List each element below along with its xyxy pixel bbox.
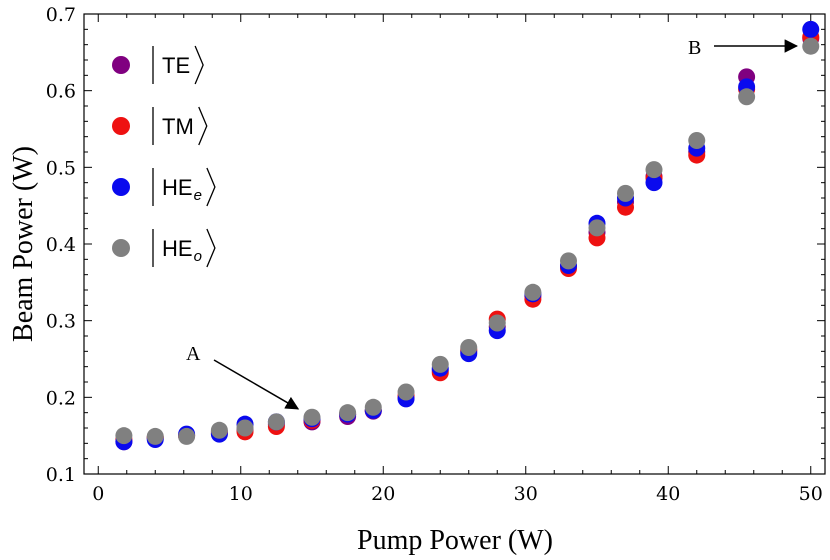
legend-subscript: o <box>194 248 202 265</box>
data-point-he-o <box>738 88 756 106</box>
legend-marker <box>112 56 130 74</box>
x-tick-label: 50 <box>799 483 823 505</box>
data-point-he-o <box>645 161 663 179</box>
annotation-arrow-a <box>213 359 300 410</box>
y-axis-title: Beam Power (W) <box>8 146 39 342</box>
y-tick-label: 0.7 <box>46 4 76 26</box>
data-point-he-o <box>488 314 506 332</box>
legend-label: HE <box>162 236 193 261</box>
x-tick-label: 20 <box>371 483 395 505</box>
data-point-he-o <box>588 219 606 237</box>
ket-angle <box>206 228 216 268</box>
data-point-he-o <box>688 132 706 149</box>
data-point-he-o <box>267 413 285 431</box>
data-point-he-o <box>236 419 254 437</box>
ket-angle <box>198 106 208 146</box>
y-tick-label: 0.3 <box>46 311 76 333</box>
y-tick-label: 0.6 <box>46 81 76 103</box>
data-point-he-o <box>431 355 449 373</box>
legend-marker <box>112 178 130 196</box>
data-point-he-e <box>802 20 820 38</box>
data-point-he-o <box>339 404 357 422</box>
ket-angle <box>206 167 216 207</box>
data-point-he-o <box>524 283 542 301</box>
data-point-he-o <box>460 339 478 356</box>
data-point-he-o <box>617 184 634 202</box>
y-tick-label: 0.5 <box>46 157 76 179</box>
x-tick-label: 0 <box>92 483 104 505</box>
axis-ticks: 0 10 20 30 40 50 0.1 0.2 0.3 0.4 0.5 0.6 0.7 <box>46 4 825 505</box>
legend-label: TE <box>162 53 190 78</box>
legend-label: TM <box>162 114 194 139</box>
legend-marker <box>112 239 130 257</box>
annotation-label-b: B <box>688 37 701 59</box>
ket-angle <box>194 45 204 85</box>
x-tick-label: 30 <box>514 483 538 505</box>
data-point-he-o <box>397 383 415 401</box>
data-point-he-o <box>115 427 133 445</box>
legend-subscript: e <box>194 187 202 204</box>
data-point-he-o <box>146 427 164 445</box>
x-tick-label: 10 <box>229 483 253 505</box>
y-tick-label: 0.4 <box>46 234 76 256</box>
legend-label: HE <box>162 175 193 200</box>
y-tick-label: 0.2 <box>46 387 76 409</box>
data-point-he-e <box>645 174 663 192</box>
x-tick-label: 40 <box>656 483 680 505</box>
legend-marker <box>112 117 130 135</box>
data-point-he-o <box>210 421 228 439</box>
y-tick-label: 0.1 <box>46 464 76 486</box>
x-axis-title: Pump Power (W) <box>357 525 553 556</box>
data-point-he-o <box>364 398 382 416</box>
data-points <box>115 20 820 451</box>
data-point-he-o <box>560 252 577 270</box>
data-point-he-o <box>303 408 321 426</box>
annotations: AB <box>186 37 799 410</box>
data-point-he-o <box>802 37 820 55</box>
data-point-he-o <box>178 427 196 445</box>
annotation-label-a: A <box>186 343 201 365</box>
